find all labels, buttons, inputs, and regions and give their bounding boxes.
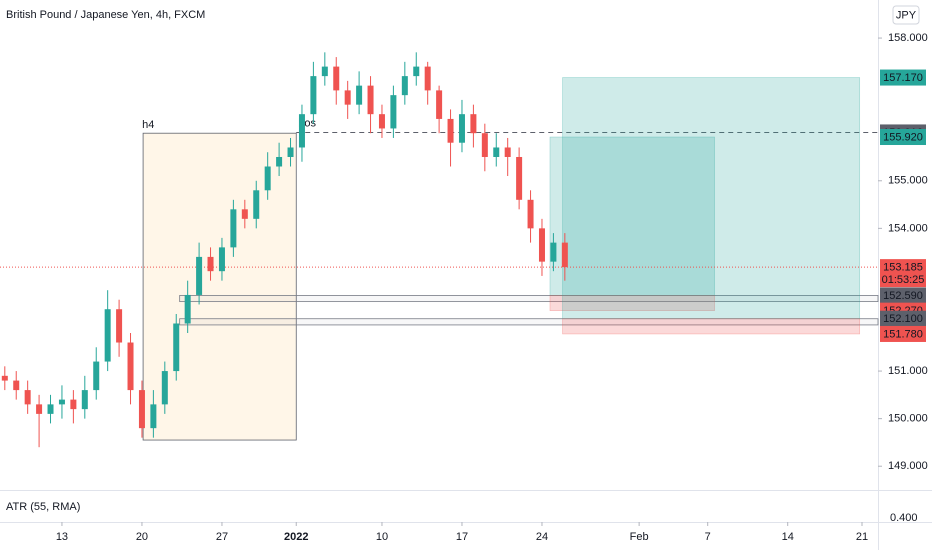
price-label: 155.920 <box>883 131 923 143</box>
x-tick-label: 7 <box>705 531 711 543</box>
candle-body <box>207 256 214 272</box>
candle-body <box>230 209 237 248</box>
candle-body <box>253 190 260 219</box>
indicator-label: ATR (55, RMA) <box>6 501 80 513</box>
candle-body <box>218 247 225 272</box>
candle-body <box>344 90 351 105</box>
candle-body <box>413 66 420 77</box>
countdown: 01:53:25 <box>882 274 925 286</box>
candle-body <box>264 166 271 191</box>
x-tick-label: Feb <box>630 531 649 543</box>
price-label-box <box>880 69 926 86</box>
x-tick-label: 21 <box>856 531 868 543</box>
candle-body <box>458 114 465 143</box>
y-tick-label: 151.000 <box>888 365 928 377</box>
candle-body <box>561 242 568 268</box>
candle-body <box>470 114 477 134</box>
candle-body <box>138 390 145 429</box>
candle-body <box>481 133 488 157</box>
candle-body <box>1 375 8 381</box>
candle-body <box>173 323 180 372</box>
candle-body <box>276 156 283 167</box>
x-tick-label: 2022 <box>284 531 308 543</box>
candle-body <box>550 242 557 262</box>
candle-body <box>310 76 317 115</box>
candle-body <box>298 114 305 148</box>
candle-body <box>241 209 248 219</box>
x-tick-label: 10 <box>376 531 388 543</box>
y-tick-label: 155.000 <box>888 175 928 187</box>
candle-body <box>527 199 534 229</box>
x-tick-label: 17 <box>456 531 468 543</box>
x-tick-label: 27 <box>216 531 228 543</box>
candle-body <box>504 147 511 157</box>
candle-body <box>538 228 545 262</box>
candle-body <box>116 309 123 343</box>
candle-body <box>378 114 385 129</box>
y-tick-label: 150.000 <box>888 413 928 425</box>
zone <box>179 295 879 303</box>
candle-body <box>70 399 77 410</box>
price-label: 152.100 <box>883 313 923 325</box>
price-label-box <box>880 325 926 342</box>
candle-body <box>333 66 340 91</box>
price-label-box <box>880 287 926 304</box>
candle-body <box>424 66 431 91</box>
candle-body <box>390 95 397 129</box>
price-label-box <box>880 310 926 327</box>
stop-zone <box>562 318 861 335</box>
candle-body <box>127 342 134 391</box>
stop-zone <box>549 295 715 311</box>
price-label: 151.780 <box>883 328 923 340</box>
candle-body <box>13 380 20 391</box>
candle-body <box>493 147 500 157</box>
candle-body <box>367 85 374 115</box>
currency-box[interactable] <box>892 5 920 25</box>
price-label: 152.590 <box>883 290 923 302</box>
candle-body <box>447 118 454 143</box>
candle-body <box>196 256 203 295</box>
target-zone <box>562 77 861 320</box>
candle-body <box>184 294 191 324</box>
x-tick-label: 20 <box>136 531 148 543</box>
last-price-box <box>880 259 926 288</box>
candle-body <box>150 404 157 429</box>
candle-body <box>436 90 443 119</box>
candle-body <box>36 404 43 414</box>
candle-body <box>81 390 88 410</box>
target-zone <box>549 136 715 296</box>
candle-body <box>356 85 363 105</box>
chart-title: British Pound / Japanese Yen, 4h, FXCM <box>6 9 205 21</box>
y-tick-label: 154.000 <box>888 222 928 234</box>
candle-body <box>516 156 523 200</box>
candle-body <box>58 399 65 405</box>
candle-body <box>93 361 100 391</box>
price-label: 157.170 <box>883 72 923 84</box>
x-tick-label: 13 <box>56 531 68 543</box>
last-price-label: 153.185 <box>883 262 923 274</box>
candle-body <box>401 76 408 96</box>
box-label: h4 <box>142 119 154 131</box>
zone <box>179 318 879 326</box>
x-tick-label: 24 <box>536 531 548 543</box>
candle-body <box>104 309 111 362</box>
candle-body <box>24 390 31 405</box>
candle-body <box>321 66 328 77</box>
candle-body <box>287 147 294 157</box>
candle-body <box>47 404 54 414</box>
x-tick-label: 14 <box>782 531 794 543</box>
price-label-box <box>880 129 926 146</box>
indicator-tick: 0.400 <box>890 512 918 524</box>
y-tick-label: 158.000 <box>888 32 928 44</box>
currency: JPY <box>896 9 917 21</box>
candle-body <box>161 371 168 405</box>
y-tick-label: 149.000 <box>888 460 928 472</box>
structure-box <box>142 132 297 441</box>
